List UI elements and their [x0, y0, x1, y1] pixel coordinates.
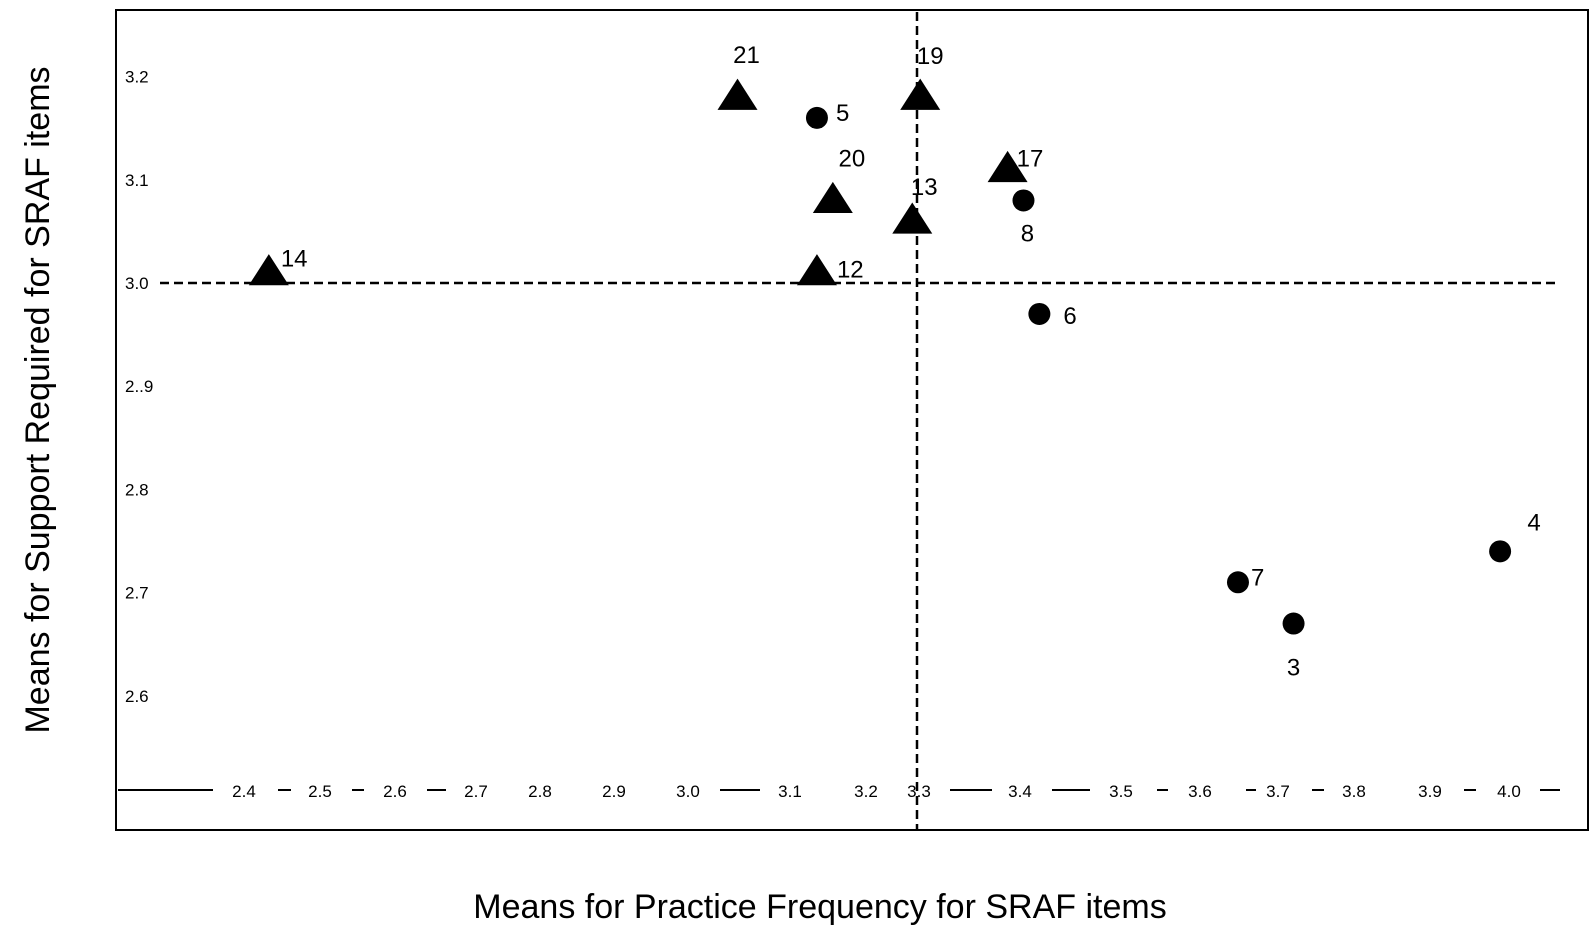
- y-tick-label: 2.8: [125, 480, 149, 499]
- point-label: 14: [281, 246, 308, 273]
- x-tick-label: 4.0: [1497, 782, 1521, 801]
- triangle-point: [248, 254, 289, 286]
- x-tick-label: 3.0: [676, 782, 700, 801]
- point-label: 19: [917, 43, 944, 70]
- circle-point: [1012, 189, 1035, 212]
- y-tick-label: 2.6: [125, 687, 149, 706]
- triangle-point: [987, 150, 1028, 183]
- point-label: 7: [1251, 564, 1264, 591]
- x-axis-title: Means for Practice Frequency for SRAF it…: [473, 888, 1166, 926]
- point-label: 20: [838, 145, 865, 172]
- point-label: 4: [1527, 509, 1540, 536]
- y-tick-label: 2..9: [125, 377, 153, 396]
- x-tick-label: 3.2: [854, 782, 878, 801]
- x-tick-label: 3.3: [907, 782, 931, 801]
- point-label: 6: [1063, 303, 1076, 330]
- point-label: 21: [733, 42, 760, 69]
- x-tick-label: 3.1: [778, 782, 802, 801]
- circle-point: [805, 106, 828, 129]
- x-tick-label: 3.4: [1008, 782, 1032, 801]
- circle-point: [1282, 612, 1305, 635]
- x-tick-label: 2.6: [383, 782, 407, 801]
- x-tick-label: 3.6: [1188, 782, 1212, 801]
- point-label: 3: [1287, 655, 1300, 682]
- point-label: 17: [1017, 145, 1044, 172]
- y-tick-label: 3.1: [125, 171, 149, 190]
- triangle-point: [796, 254, 837, 286]
- x-tick-label: 2.4: [232, 782, 256, 801]
- plot-frame: [115, 9, 1589, 831]
- x-tick-label: 3.8: [1342, 782, 1366, 801]
- x-tick-label: 3.7: [1266, 782, 1290, 801]
- x-tick-label: 2.5: [308, 782, 332, 801]
- x-tick-label: 3.9: [1418, 782, 1442, 801]
- point-label: 13: [911, 174, 938, 201]
- triangle-point: [892, 202, 933, 234]
- y-tick-label: 2.7: [125, 584, 149, 603]
- y-tick-label: 3.0: [125, 274, 149, 293]
- y-axis-title: Means for Support Required for SRAF item…: [19, 66, 57, 733]
- triangle-point: [900, 78, 941, 110]
- x-tick-label: 2.9: [602, 782, 626, 801]
- x-tick-label: 3.5: [1109, 782, 1133, 801]
- point-label: 12: [837, 257, 864, 284]
- y-tick-label: 3.2: [125, 68, 149, 87]
- point-label: 5: [836, 100, 849, 127]
- circle-point: [1226, 571, 1249, 594]
- point-label: 8: [1021, 220, 1034, 247]
- x-tick-label: 2.7: [464, 782, 488, 801]
- x-tick-label: 2.8: [528, 782, 552, 801]
- triangle-point: [812, 181, 853, 214]
- circle-point: [1028, 302, 1051, 325]
- circle-point: [1489, 540, 1512, 563]
- triangle-point: [717, 78, 758, 110]
